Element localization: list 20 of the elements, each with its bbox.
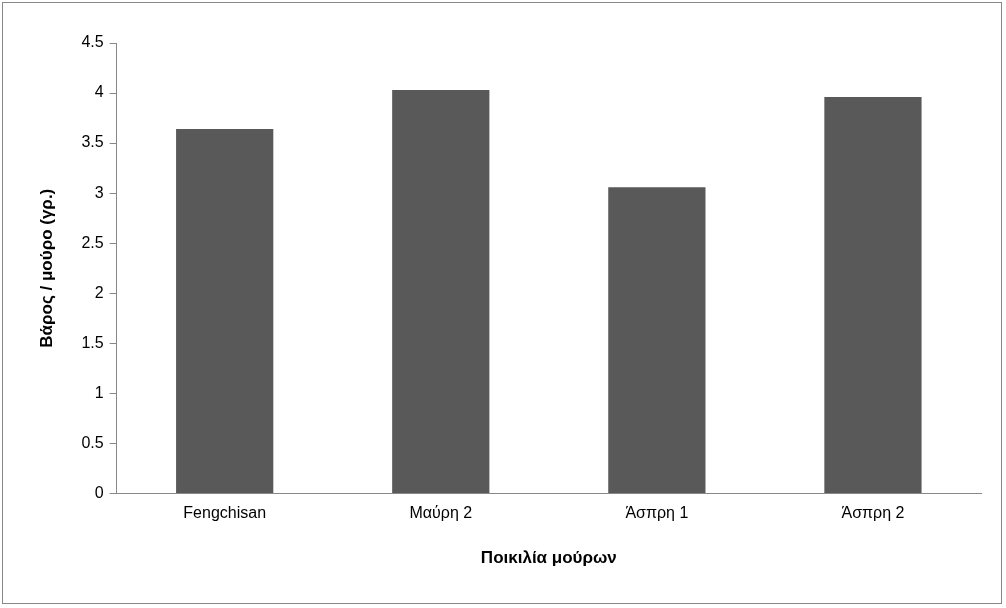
bar xyxy=(176,129,274,493)
bar xyxy=(824,97,922,493)
y-tick-label: 1.5 xyxy=(81,333,104,351)
bar xyxy=(392,90,490,493)
y-tick-label: 2 xyxy=(94,283,104,301)
y-tick-label: 3 xyxy=(94,183,104,201)
y-tick-label: 0.5 xyxy=(81,433,104,451)
x-tick-label: Άσπρη 2 xyxy=(841,504,905,522)
y-tick-label: 0 xyxy=(94,483,104,501)
bar xyxy=(608,187,706,493)
y-tick-label: 3.5 xyxy=(81,133,104,151)
y-tick-label: 2.5 xyxy=(81,233,104,251)
y-axis-title: Βάρος / μούρο (γρ.) xyxy=(36,188,56,348)
y-tick-label: 4 xyxy=(94,83,104,101)
x-tick-label: Άσπρη 1 xyxy=(625,504,689,522)
x-tick-label: Fengchisan xyxy=(183,504,267,522)
x-tick-label: Μαύρη 2 xyxy=(409,504,473,522)
y-tick-label: 1 xyxy=(94,383,104,401)
y-tick-label: 4.5 xyxy=(81,33,104,51)
x-axis-title: Ποικιλία μούρων xyxy=(480,548,617,568)
